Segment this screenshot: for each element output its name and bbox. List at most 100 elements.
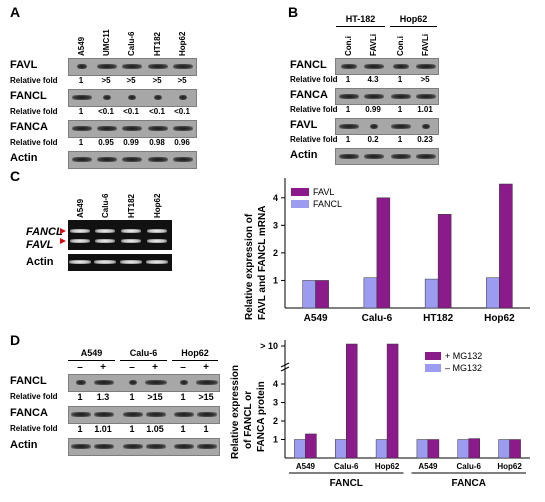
panel-b-group-line <box>390 26 437 27</box>
panel-d-band <box>180 380 188 385</box>
panel_b-band <box>391 93 411 99</box>
panel_b-band <box>364 93 384 99</box>
panel-d-fold-value: 1 <box>77 424 83 434</box>
x-tick-label: Hop62 <box>375 462 400 471</box>
panel_a-band <box>154 95 162 100</box>
arrow-icon <box>60 228 66 234</box>
panel_b-band <box>391 123 411 129</box>
panel_a-band <box>128 95 136 100</box>
y-axis-label: Relative expression of <box>244 213 255 320</box>
panel-d-fold-value: 1 <box>129 424 135 434</box>
panel-c-gel-top <box>68 220 172 250</box>
panel_b-band <box>393 63 409 69</box>
panel-d-fold-value: 1 <box>129 392 135 402</box>
bar-plus-mg132 <box>305 433 317 459</box>
x-tick-label: A549 <box>304 313 328 324</box>
panel_a-fold-value: 1 <box>78 76 84 85</box>
panel-d-band <box>94 412 114 417</box>
panel_a-blot-strip <box>68 151 197 169</box>
panel_b-fold-value: 1 <box>397 135 403 144</box>
panel_a-fold-label: Relative fold <box>10 107 58 116</box>
bar-plus-mg132 <box>427 439 440 459</box>
group-label: FANCL <box>330 478 363 489</box>
y-tick-label: > 10 <box>260 341 278 351</box>
panel-c-lane-label: Calu-6 <box>101 193 110 218</box>
group-label: FANCA <box>452 478 486 489</box>
panel_b-band <box>339 93 359 99</box>
y-tick-label: 1 <box>273 275 278 285</box>
bar-fancl <box>424 278 439 309</box>
panel-d-blot-strip <box>68 406 220 424</box>
bar-plus-mg132 <box>386 343 399 459</box>
bar-minus-mg132 <box>416 439 429 459</box>
panel-d-band <box>129 380 137 385</box>
y-tick-label: 3 <box>273 398 278 408</box>
legend-label-fancl: FANCL <box>313 199 342 209</box>
panel-d-band <box>196 380 218 385</box>
x-tick-label: HT182 <box>423 313 453 324</box>
axis-break <box>280 362 290 368</box>
panel-c-gel-row-label: Actin <box>26 256 54 268</box>
panel-d-fold-value: 1 <box>180 392 186 402</box>
y-axis-label: FAVL and FANCL mRNA <box>257 206 268 320</box>
panel-c-lane-label: Hop62 <box>153 193 162 218</box>
panel_b-blot-strip <box>335 148 439 165</box>
panel_b-fold-value: 4.3 <box>367 75 379 84</box>
bar-fancl <box>302 280 316 309</box>
arrow-icon <box>60 238 66 244</box>
panel_b-blot-strip <box>335 88 439 105</box>
bar-minus-mg132 <box>335 439 347 459</box>
bar-favl <box>376 197 391 309</box>
panel-d-treatment-sign: – <box>129 362 135 373</box>
panel_a-band <box>148 126 168 131</box>
panel_a-fold-value: >5 <box>101 76 111 85</box>
panel_a-fold-value: 1 <box>78 107 84 116</box>
panel_b-band <box>364 63 384 69</box>
x-tick-label: A549 <box>418 462 438 471</box>
panel_a-band <box>72 126 92 131</box>
y-axis-label: FANCA protein <box>256 381 267 452</box>
panel_b-fold-value: 0.2 <box>367 135 379 144</box>
x-tick-label: A549 <box>296 462 316 471</box>
panel-d-band <box>174 444 194 449</box>
panel_b-row-label: FANCA <box>290 89 328 101</box>
gel-band-fancl <box>147 229 167 233</box>
bar-plus-mg132 <box>346 343 358 459</box>
panel_a-row-label: FAVL <box>10 59 38 71</box>
panel_a-lane-label: Calu-6 <box>127 31 136 56</box>
y-tick-label: 2 <box>273 248 278 258</box>
panel-d-band <box>174 412 194 417</box>
panel-d-band <box>76 380 86 385</box>
panel_b-fold-value: 0.99 <box>365 105 381 114</box>
panel_a-fold-label: Relative fold <box>10 138 58 147</box>
panel-d-treatment-sign: + <box>203 362 209 373</box>
panel-d-fold-value: 1 <box>77 392 83 402</box>
panel_a-row-label: FANCA <box>10 121 48 133</box>
panel-d-blot-strip <box>68 374 220 392</box>
axis-break <box>280 366 290 372</box>
bar-minus-mg132 <box>294 439 306 459</box>
gel-band-fancl <box>121 229 141 233</box>
panel_a-band <box>103 95 111 100</box>
panel-d-fold-value: >15 <box>147 392 163 402</box>
panel_b-band <box>391 153 411 159</box>
bar-fancl <box>486 277 500 309</box>
panel_a-band <box>97 157 117 162</box>
panel_b-fold-value: >5 <box>420 75 430 84</box>
panel_b-band <box>341 63 357 69</box>
panel_b-band <box>416 93 436 99</box>
panel-d-band <box>123 444 143 449</box>
panel_b-row-label: FANCL <box>290 59 327 71</box>
panel-d-protein-bar-chart: 1 2 3 4 > 10 A549 Calu-6 Hop62 A549 Calu-6 Hop62 FA… <box>230 340 530 489</box>
panel_b-fold-label: Relative fold <box>290 75 338 84</box>
panel_a-fold-value: >5 <box>177 76 187 85</box>
panel_b-band <box>416 63 436 69</box>
gel-band-favl <box>95 239 115 243</box>
panel-d-band <box>71 412 91 417</box>
bar-plus-mg132 <box>509 439 521 459</box>
panel_a-fold-value: <0.1 <box>98 107 114 116</box>
panel_a-band <box>148 157 168 162</box>
panel-d-group-label: Hop62 <box>181 348 209 358</box>
panel-c-gel-row-label: FANCL <box>26 226 63 238</box>
panel_a-fold-value: >5 <box>126 76 136 85</box>
